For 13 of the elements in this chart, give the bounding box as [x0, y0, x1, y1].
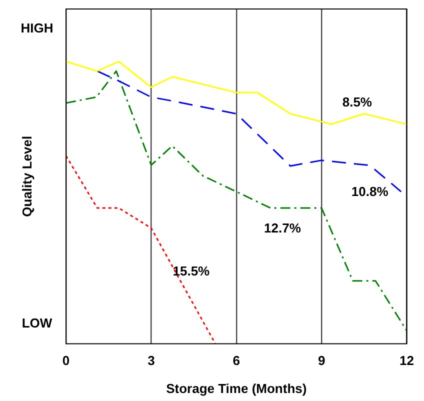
series-label: 15.5%	[172, 264, 210, 279]
x-tick-label: 0	[62, 353, 70, 368]
series-label: 8.5%	[342, 94, 372, 110]
x-tick-label: 12	[400, 353, 414, 368]
x-tick-label: 6	[232, 353, 240, 368]
text: LOW	[22, 315, 53, 330]
y-axis-title: Quality Level	[20, 136, 35, 217]
text: HIGH	[20, 20, 54, 36]
x-tick-label: 9	[318, 353, 326, 368]
series-label: 12.7%	[264, 220, 302, 236]
x-axis-title: Storage Time (Months)	[166, 380, 307, 396]
x-tick-label: 3	[148, 353, 155, 368]
series-label: 10.8%	[351, 184, 389, 199]
